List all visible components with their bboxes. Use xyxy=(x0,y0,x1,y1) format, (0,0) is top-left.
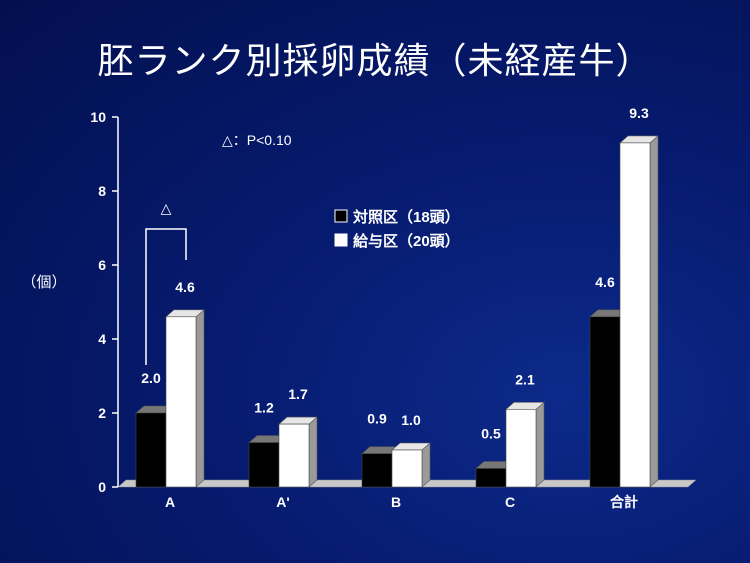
x-tick-label: 合計 xyxy=(610,494,638,510)
data-label: 4.6 xyxy=(595,274,615,290)
y-tick-label: 0 xyxy=(98,479,106,495)
data-label: 4.6 xyxy=(175,279,195,295)
data-label: 1.7 xyxy=(288,386,308,402)
data-label: 0.5 xyxy=(481,426,501,442)
legend-swatch-treatment xyxy=(334,233,348,247)
bar-front xyxy=(391,449,423,488)
bar-side xyxy=(421,442,431,488)
bar-treatment xyxy=(165,309,205,488)
data-labels: 2.0 4.6 1.2 1.7 0.9 1.0 0.5 2.1 4.6 9.3 xyxy=(141,105,649,442)
bar-front xyxy=(505,408,537,488)
significance-note: △：P<0.10 xyxy=(222,132,292,148)
data-label: 0.9 xyxy=(367,411,387,427)
y-tick-label: 6 xyxy=(98,257,106,273)
bar-front xyxy=(361,453,393,488)
significance-bracket xyxy=(145,228,187,365)
bar-treatment xyxy=(391,442,431,488)
bar-side xyxy=(308,416,318,488)
x-tick-label: A' xyxy=(276,494,289,510)
bar-front xyxy=(135,412,167,488)
bar-front xyxy=(619,142,651,488)
bars xyxy=(135,135,659,488)
bar-side xyxy=(195,309,205,488)
significance-marker: △ xyxy=(161,200,172,216)
annotations: △ △：P<0.10 対照区（18頭） 給与区（20頭） xyxy=(145,132,460,365)
chart-title: 胚ランク別採卵成績（未経産牛） xyxy=(97,41,653,82)
bar-front xyxy=(248,442,280,488)
bar-side xyxy=(649,135,659,488)
y-tick-label: 8 xyxy=(98,183,106,199)
data-label: 9.3 xyxy=(629,105,649,121)
data-label: 1.0 xyxy=(401,412,421,428)
bar-front xyxy=(475,468,507,488)
bar-treatment xyxy=(505,401,545,488)
bar-treatment xyxy=(278,416,318,488)
data-label: 2.1 xyxy=(515,371,535,387)
y-tick-label: 2 xyxy=(98,405,106,421)
y-axis-label: （個） xyxy=(21,274,66,291)
x-tick-label: B xyxy=(391,494,401,510)
bar-front xyxy=(278,423,310,488)
legend-label: 対照区（18頭） xyxy=(352,208,460,226)
bar-front xyxy=(165,316,197,488)
x-tick-label: A xyxy=(165,494,175,510)
y-tick-label: 4 xyxy=(98,331,106,347)
bar-front xyxy=(589,316,621,488)
data-label: 2.0 xyxy=(141,370,161,386)
legend-swatch-control xyxy=(334,209,348,223)
legend-label: 給与区（20頭） xyxy=(353,232,460,250)
x-tick-label: C xyxy=(505,494,515,510)
y-tick-label: 10 xyxy=(90,109,106,125)
data-label: 1.2 xyxy=(254,400,274,416)
bar-side xyxy=(535,401,545,488)
bar-treatment xyxy=(619,135,659,488)
